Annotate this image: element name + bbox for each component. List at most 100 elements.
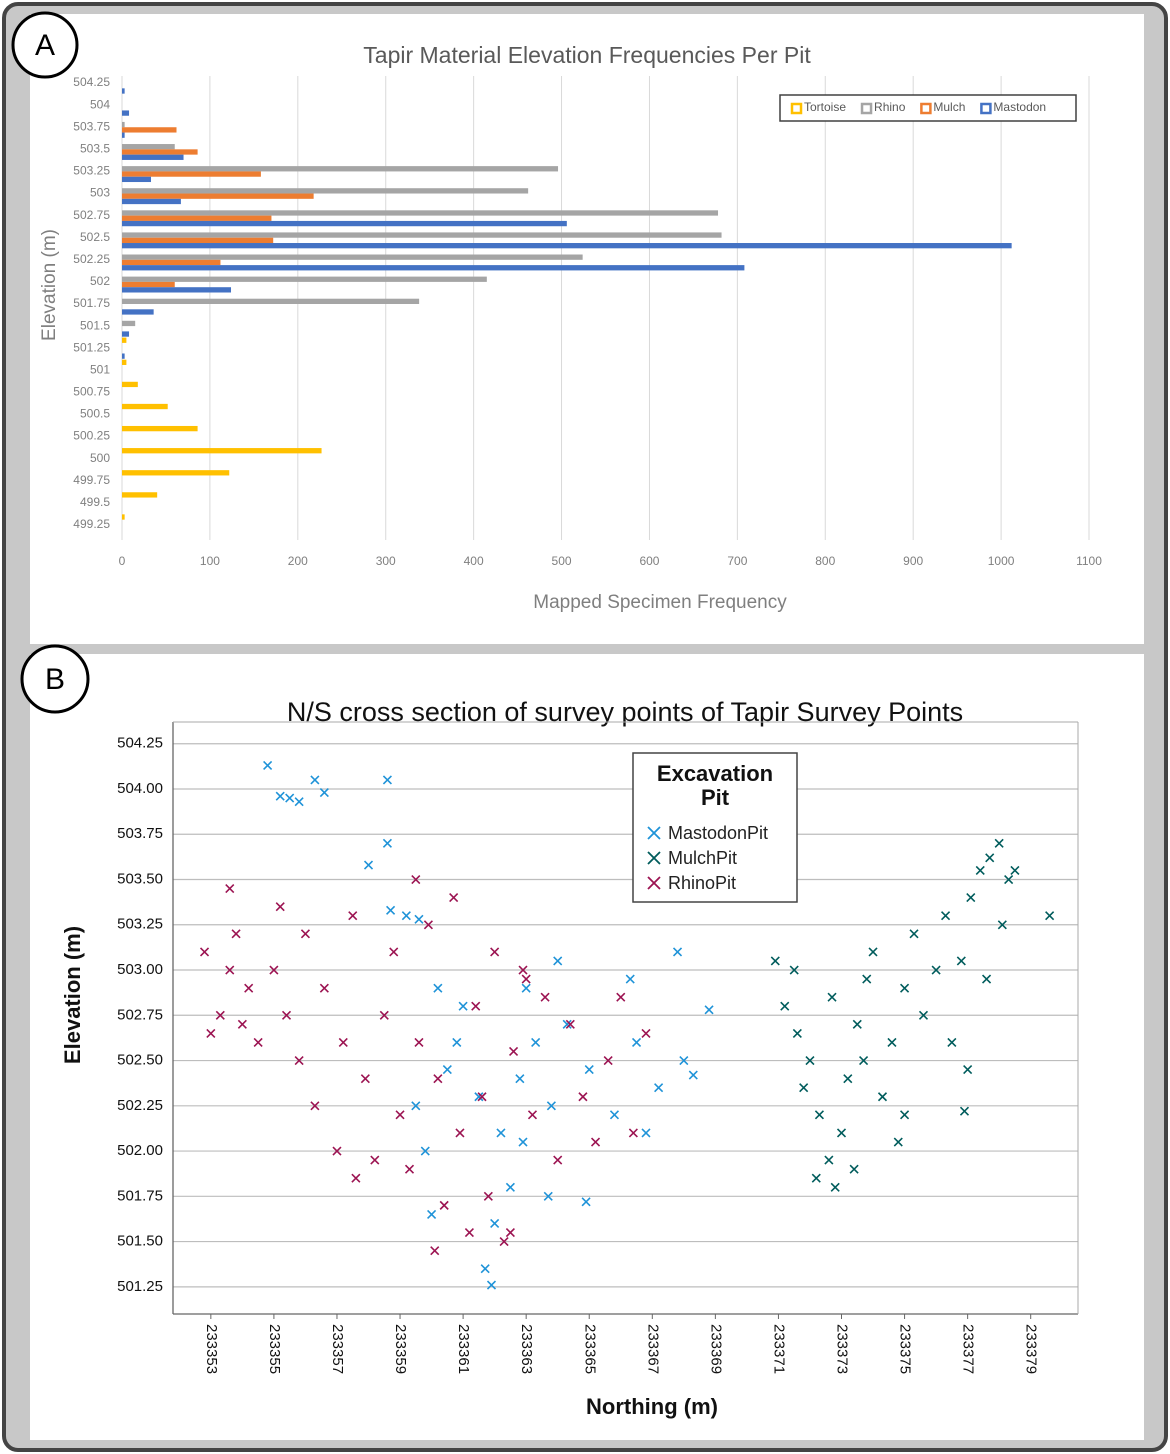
point <box>814 1110 824 1120</box>
point <box>458 1001 468 1011</box>
point <box>338 1037 348 1048</box>
y-tick-label: 503.00 <box>117 961 163 978</box>
point <box>225 883 235 894</box>
point <box>578 1092 588 1102</box>
bar <box>122 88 125 94</box>
x-tick-label: 900 <box>903 554 923 568</box>
point <box>471 1001 481 1011</box>
y-tick-label: 500.5 <box>80 407 110 421</box>
point <box>319 788 329 798</box>
bar <box>122 514 125 520</box>
x-tick-label: 233363 <box>518 1324 535 1374</box>
point <box>830 1182 840 1192</box>
point <box>887 1037 897 1048</box>
point <box>433 1074 443 1084</box>
point <box>553 1155 563 1165</box>
x-tick-label: 233355 <box>266 1324 283 1374</box>
x-tick-label: 233375 <box>897 1324 914 1374</box>
bar <box>122 298 420 304</box>
point <box>947 1037 957 1048</box>
y-tick-label: 501 <box>90 362 110 376</box>
chart-title: N/S cross section of survey points of Ta… <box>287 697 963 727</box>
point <box>994 838 1004 848</box>
bar <box>122 193 314 199</box>
point <box>442 1065 452 1075</box>
point <box>225 965 235 975</box>
y-tick-label: 500.25 <box>73 429 110 443</box>
bar <box>122 281 175 288</box>
bar <box>122 320 136 327</box>
x-tick-label: 233379 <box>1023 1324 1040 1374</box>
y-tick-label: 501.25 <box>73 340 110 354</box>
point <box>363 860 374 870</box>
bar <box>122 237 274 244</box>
point <box>269 965 279 975</box>
point <box>565 1019 575 1029</box>
x-tick-label: 800 <box>815 554 835 568</box>
legend-label: Tortoise <box>804 100 846 114</box>
point <box>370 1155 380 1165</box>
point <box>414 1037 424 1048</box>
point <box>319 983 329 993</box>
x-tick-label: 233365 <box>581 1324 598 1374</box>
legend-marker <box>647 826 661 840</box>
bar <box>122 210 719 216</box>
point <box>420 1146 430 1156</box>
point <box>590 1137 601 1147</box>
legend-label: Mulch <box>933 100 965 114</box>
point <box>900 983 910 993</box>
point <box>654 1083 664 1093</box>
panel-badge <box>11 11 79 79</box>
point <box>300 929 311 939</box>
point <box>464 1227 474 1238</box>
point <box>285 793 295 803</box>
legend-title: Excavation Pit <box>656 761 774 810</box>
point <box>940 911 951 921</box>
bar <box>122 144 175 150</box>
y-tick-label: 501.25 <box>117 1278 163 1295</box>
point <box>931 965 941 975</box>
x-tick-label: 0 <box>119 554 126 568</box>
x-tick-label: 1100 <box>1076 554 1102 568</box>
point <box>382 838 392 848</box>
x-tick-label: 233353 <box>203 1324 220 1374</box>
point <box>789 965 799 975</box>
point <box>859 1055 869 1066</box>
point <box>792 1028 802 1038</box>
bar <box>122 220 567 227</box>
bar <box>122 121 125 128</box>
bar <box>122 492 158 498</box>
point <box>543 1191 553 1201</box>
bar <box>122 171 261 177</box>
x-tick-label: 233361 <box>455 1324 472 1374</box>
y-tick-label: 502.75 <box>73 208 110 222</box>
point <box>351 1173 361 1183</box>
point <box>433 983 443 993</box>
x-tick-label: 400 <box>464 554 484 568</box>
point <box>275 902 285 912</box>
point <box>956 956 966 966</box>
bar <box>122 188 529 194</box>
legend-swatch <box>920 102 932 115</box>
point <box>237 1019 247 1029</box>
point <box>449 893 459 903</box>
point <box>439 1200 449 1210</box>
legend-swatch <box>980 102 992 115</box>
point <box>411 1101 421 1111</box>
point <box>389 947 399 957</box>
bar <box>122 265 745 271</box>
y-tick-label: 501.75 <box>117 1187 163 1204</box>
point <box>521 974 531 984</box>
point <box>811 1173 821 1183</box>
bar <box>122 110 130 116</box>
point <box>206 1028 216 1038</box>
point <box>1010 865 1020 876</box>
point <box>395 1110 405 1120</box>
x-tick-label: 1000 <box>988 554 1015 568</box>
point <box>1045 911 1055 921</box>
bar <box>122 127 177 133</box>
x-tick-label: 500 <box>552 554 572 568</box>
point <box>975 865 985 876</box>
panel-b <box>30 654 1144 1440</box>
